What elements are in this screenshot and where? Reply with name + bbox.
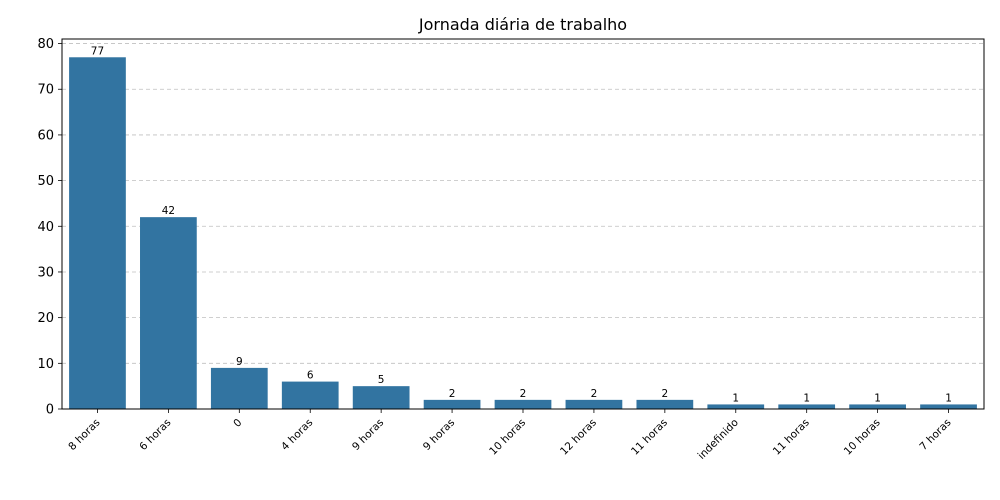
x-tick-label: 0 [231, 417, 244, 430]
x-tick-label: 11 horas [629, 417, 670, 458]
y-tick-label: 10 [37, 357, 54, 372]
y-tick-label: 0 [46, 403, 54, 418]
bar [636, 399, 694, 409]
bar [140, 217, 197, 409]
y-axis: 0 10 20 30 40 50 60 70 80 [37, 37, 62, 418]
gridlines [62, 43, 984, 410]
plot-frame [61, 38, 985, 410]
x-tick-label: 4 horas [279, 417, 315, 453]
y-tick-label: 20 [37, 311, 54, 326]
bar [281, 381, 339, 409]
x-tick-label: 12 horas [558, 417, 599, 458]
x-tick-label: 9 horas [350, 417, 386, 453]
bar [778, 404, 836, 409]
data-label: 6 [307, 370, 314, 382]
data-label: 9 [236, 356, 243, 368]
y-tick-label: 80 [37, 37, 54, 52]
y-tick-label: 70 [37, 83, 54, 98]
data-label: 2 [449, 388, 456, 400]
x-tick-label: 10 horas [842, 417, 883, 458]
x-tick-label: 7 horas [917, 417, 953, 453]
bar [565, 399, 623, 409]
bar [69, 57, 126, 409]
x-tick-label: indefinido [696, 417, 741, 462]
bar [494, 399, 552, 409]
data-label: 77 [91, 45, 104, 57]
data-label: 1 [945, 392, 952, 404]
data-label: 2 [591, 388, 598, 400]
x-tick-label: 10 horas [487, 417, 528, 458]
data-label: 2 [662, 388, 669, 400]
bars [69, 57, 977, 409]
chart-title: Jornada diária de trabalho [418, 15, 627, 34]
data-label: 1 [874, 392, 881, 404]
bar [352, 386, 410, 409]
bar [707, 404, 765, 409]
data-label: 5 [378, 374, 385, 386]
data-label: 1 [803, 392, 810, 404]
x-tick-label: 11 horas [771, 417, 812, 458]
y-tick-label: 60 [37, 128, 54, 143]
x-tick-label: 8 horas [66, 417, 102, 453]
x-tick-label: 6 horas [137, 417, 173, 453]
bar [210, 367, 268, 409]
y-tick-label: 50 [37, 174, 54, 189]
x-axis: 8 horas 6 horas 0 4 horas 9 horas 9 horas 10 h… [66, 409, 954, 462]
data-label: 42 [162, 205, 175, 217]
y-tick-label: 30 [37, 265, 54, 280]
bar [849, 404, 906, 409]
data-labels: 77 42 9 6 5 2 2 2 2 1 1 1 1 [91, 45, 952, 404]
y-tick-label: 40 [37, 220, 54, 235]
bar [423, 399, 481, 409]
data-label: 1 [732, 392, 739, 404]
x-tick-label: 9 horas [421, 417, 457, 453]
bar [920, 404, 977, 409]
data-label: 2 [520, 388, 527, 400]
